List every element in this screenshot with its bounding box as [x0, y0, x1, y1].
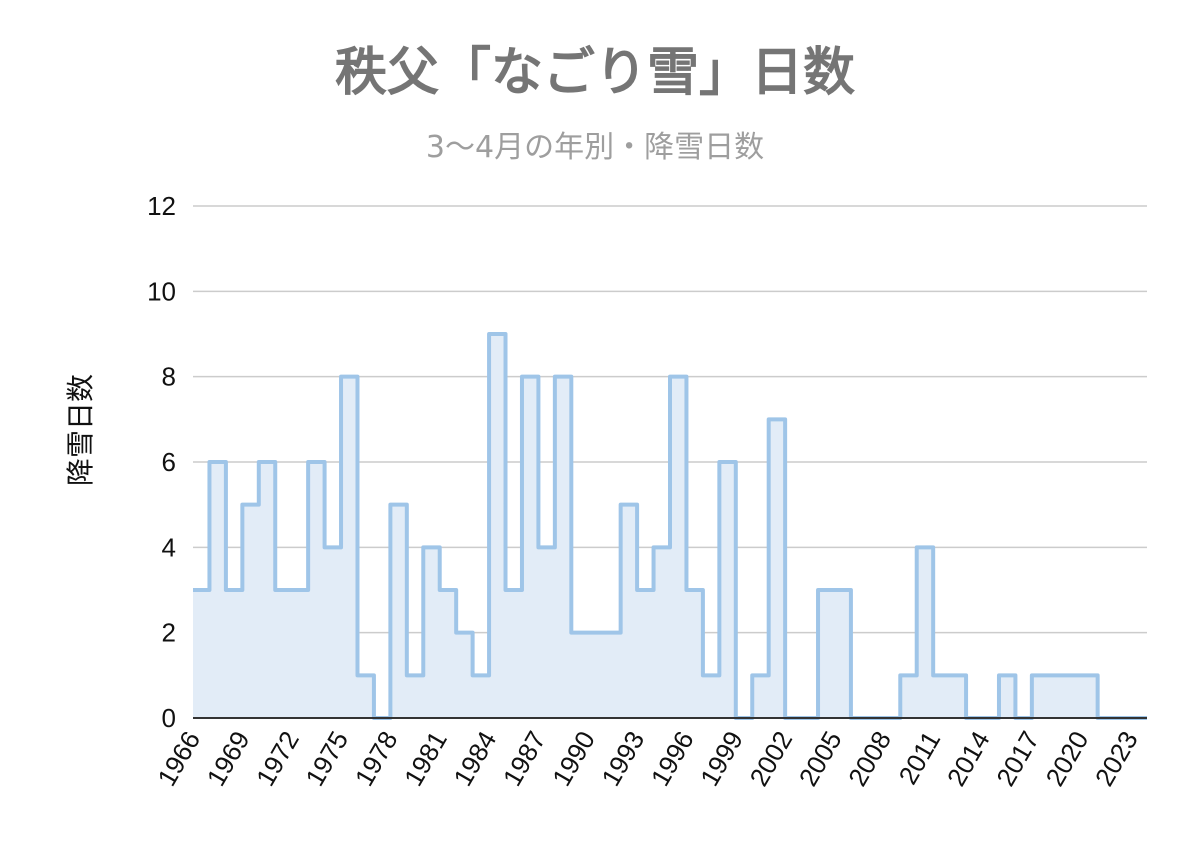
x-tick-label: 2002 — [743, 726, 798, 791]
y-tick-label: 0 — [162, 703, 176, 733]
x-tick-label: 2017 — [990, 726, 1045, 791]
x-tick-label: 2005 — [793, 726, 848, 791]
y-tick-label: 6 — [162, 447, 176, 477]
plot-area — [193, 332, 1147, 720]
x-tick-label: 1990 — [546, 726, 601, 791]
y-axis-label: 降雪日数 — [64, 374, 97, 486]
x-tick-label: 1993 — [595, 726, 650, 791]
y-tick-label: 12 — [147, 191, 176, 221]
chart-subtitle: 3〜4月の年別・降雪日数 — [425, 130, 765, 165]
x-tick-label: 2014 — [941, 726, 996, 791]
x-tick-label: 2008 — [842, 726, 897, 791]
chart-title: 秩父「なごり雪」日数 — [334, 43, 855, 103]
x-tick-label: 1966 — [151, 726, 206, 791]
x-tick-label: 2023 — [1089, 726, 1144, 791]
x-axis-ticks: 1966196919721975197819811984198719901993… — [151, 726, 1143, 791]
y-tick-label: 4 — [162, 532, 176, 562]
x-tick-label: 1996 — [645, 726, 700, 791]
x-tick-label: 1975 — [299, 726, 354, 791]
x-tick-label: 1984 — [447, 726, 502, 791]
series-step-line — [193, 332, 1147, 720]
y-axis-ticks: 0 2 4 6 8 10 12 — [147, 191, 176, 733]
x-tick-label: 1981 — [398, 726, 453, 791]
y-tick-label: 2 — [162, 618, 176, 648]
x-tick-label: 1969 — [201, 726, 256, 791]
x-tick-label: 2020 — [1040, 726, 1095, 791]
x-tick-label: 1999 — [694, 726, 749, 791]
y-tick-label: 10 — [147, 276, 176, 306]
x-tick-label: 2011 — [892, 726, 946, 789]
x-tick-label: 1972 — [250, 726, 305, 791]
y-tick-label: 8 — [162, 362, 176, 392]
x-tick-label: 1987 — [497, 726, 552, 791]
x-tick-label: 1978 — [349, 726, 404, 791]
